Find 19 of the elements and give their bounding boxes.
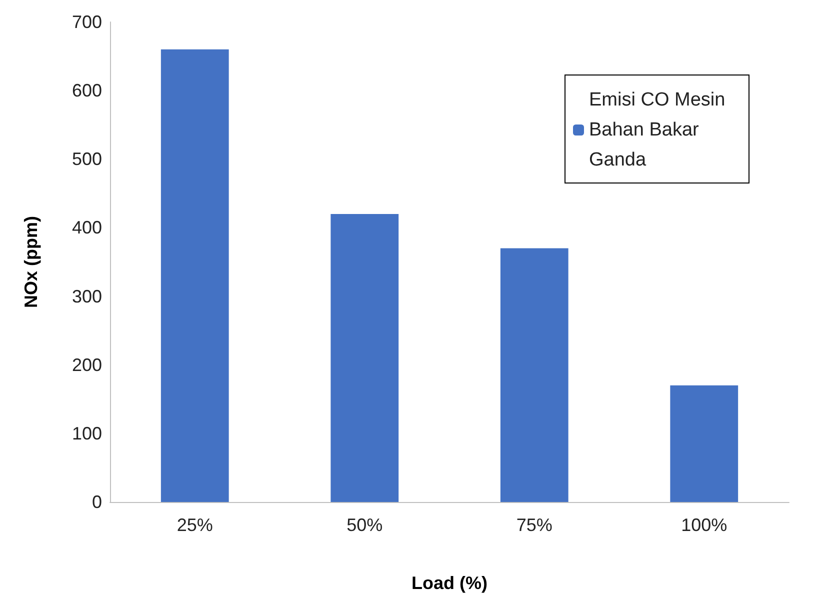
bar [500,248,568,502]
x-tick-label: 100% [681,515,728,535]
bar [670,385,738,502]
bar [160,49,229,502]
y-tick-label: 200 [72,354,102,375]
x-tick-label: 50% [346,515,383,535]
y-tick-label: 300 [72,286,102,306]
legend-label: Emisi CO Mesin Bahan Bakar Ganda [589,90,730,170]
x-axis-title: Load (%) [412,573,488,593]
y-tick-label: 500 [72,149,102,170]
y-axis-title: NOx (ppm) [21,216,41,308]
x-tick-label: 25% [176,515,213,535]
y-tick-label: 700 [72,12,102,32]
y-tick-label: 400 [72,218,102,238]
bar [330,214,399,502]
y-tick-label: 600 [72,80,102,101]
y-tick-label: 0 [92,492,102,512]
x-tick-label: 75% [516,515,552,535]
y-tick-label: 100 [72,423,102,444]
